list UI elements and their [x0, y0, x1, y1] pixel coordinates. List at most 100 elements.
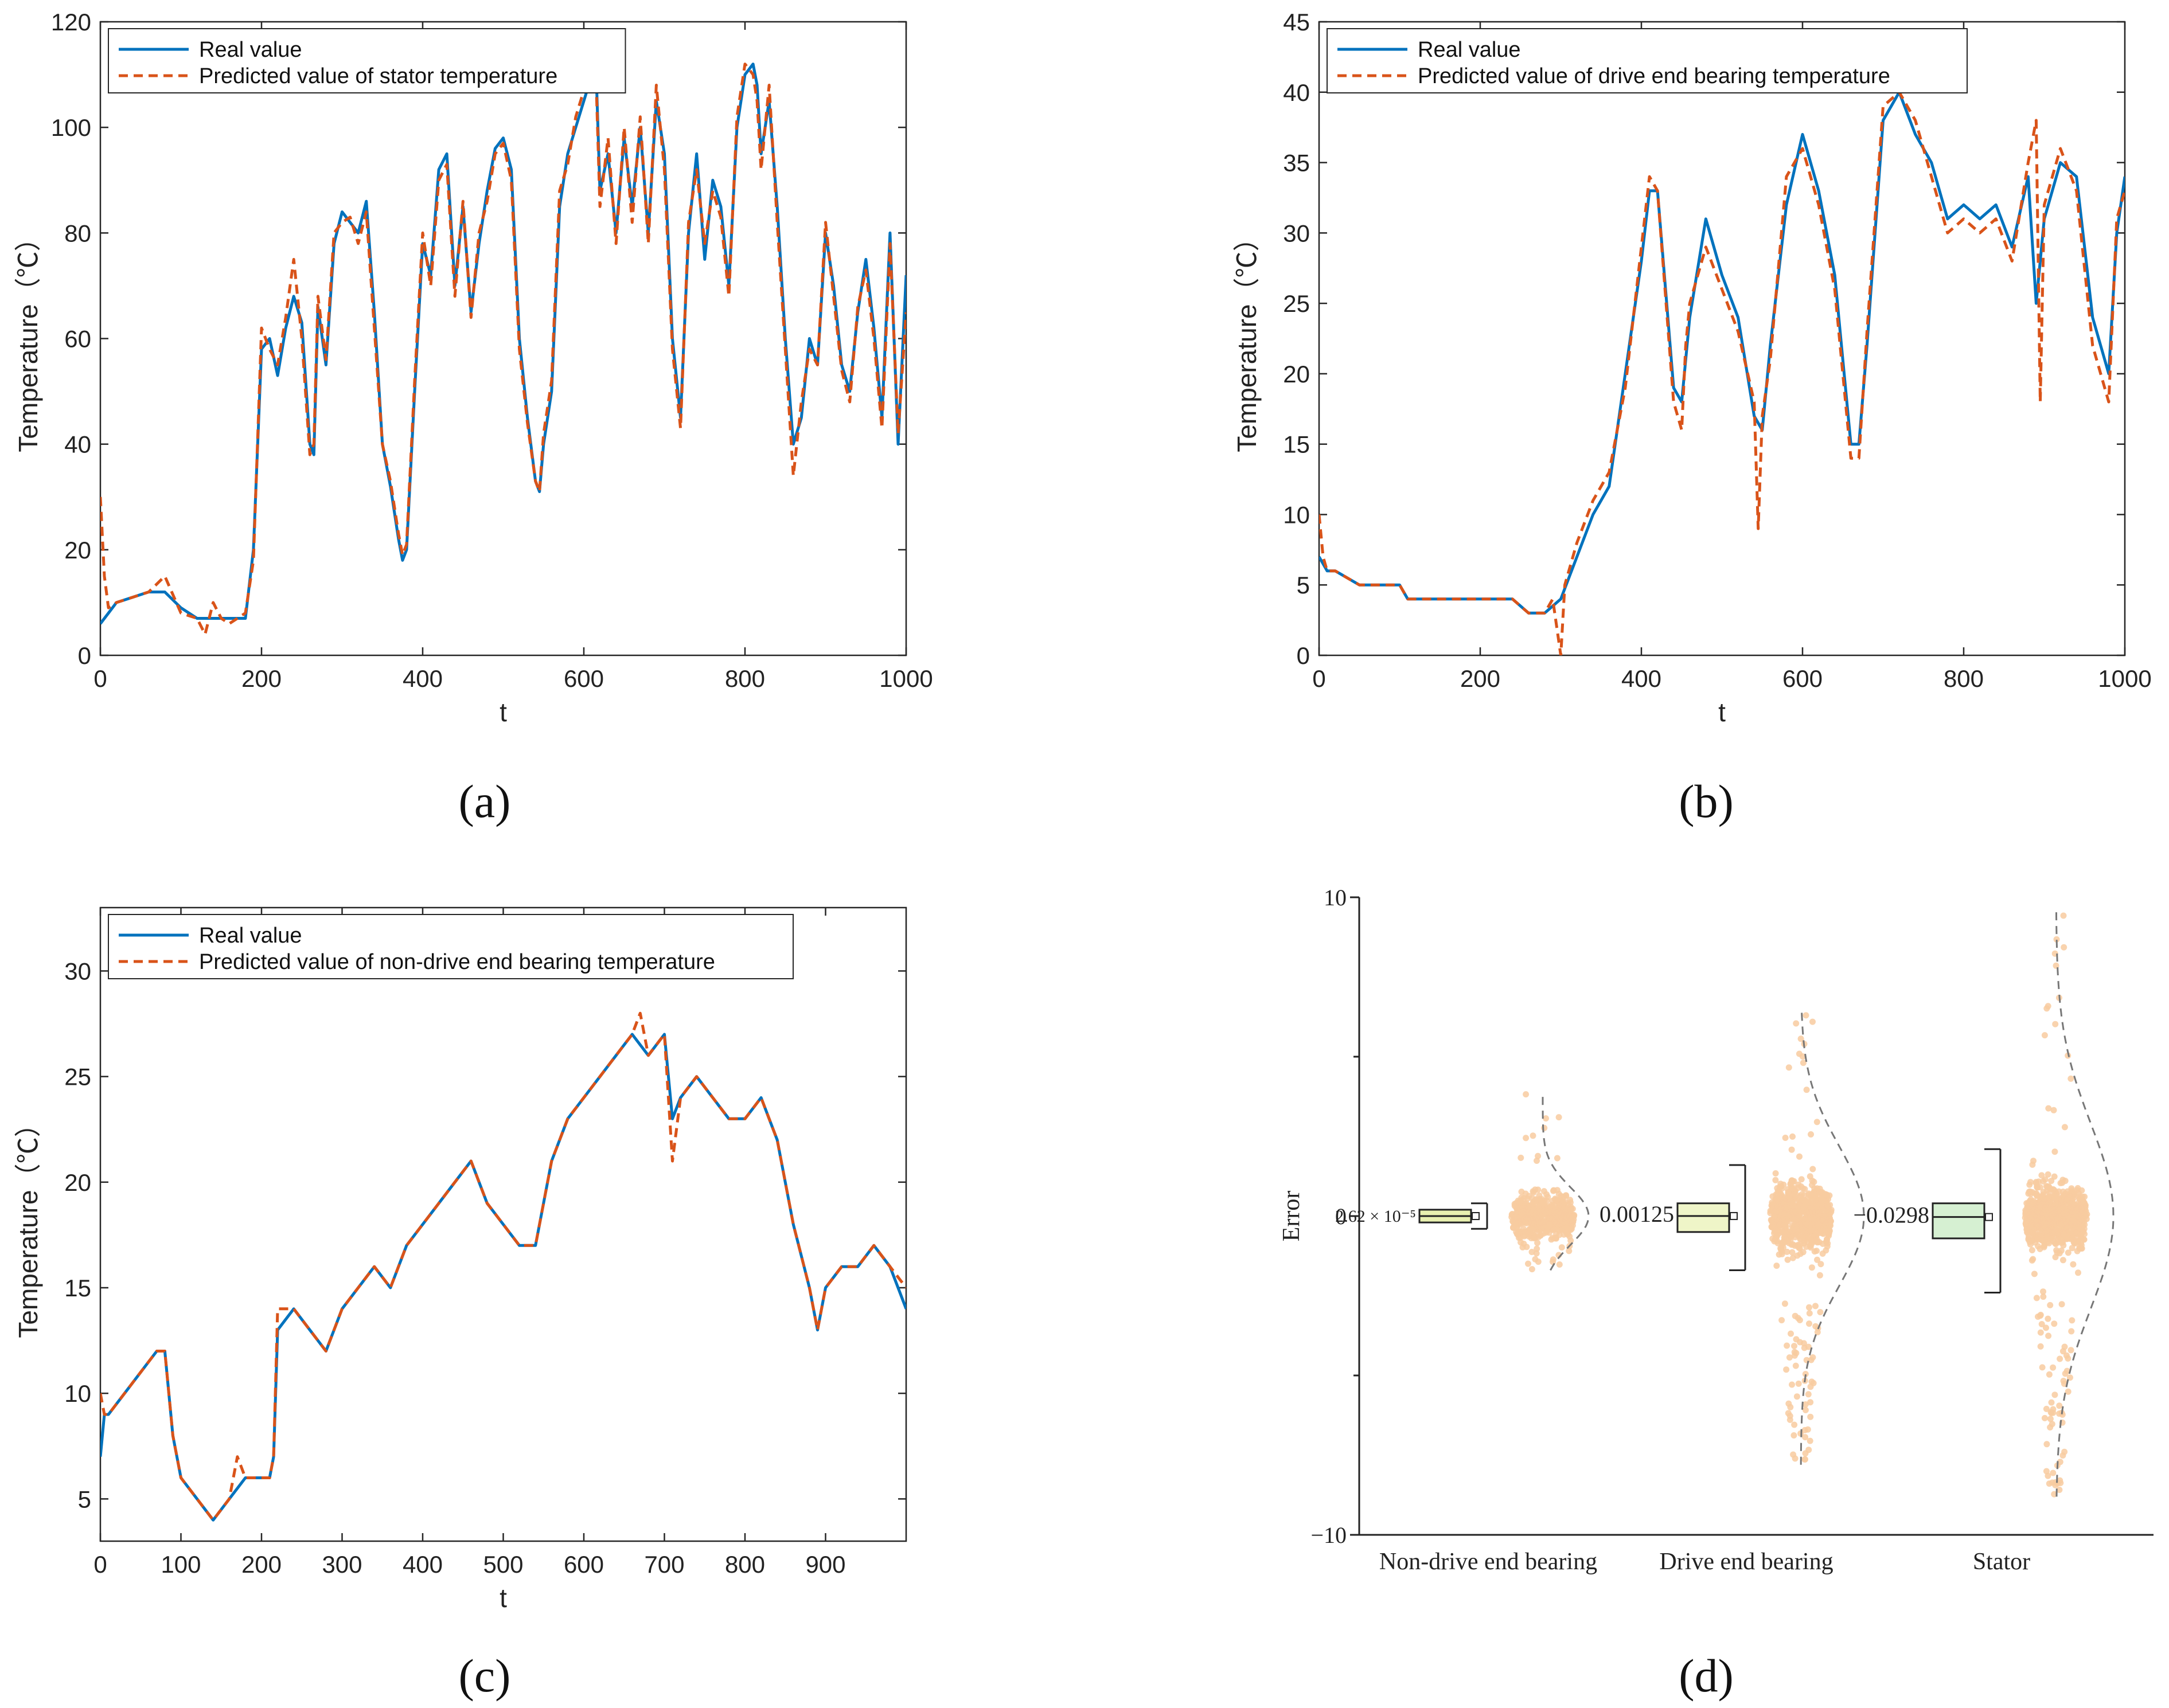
- error-point: [1809, 1018, 1816, 1025]
- error-point: [1554, 1155, 1561, 1162]
- y-tick-label: 20: [64, 1169, 91, 1196]
- error-point: [1520, 1225, 1527, 1232]
- error-point: [1807, 1413, 1814, 1420]
- error-point: [1818, 1197, 1825, 1203]
- error-point: [2050, 1107, 2057, 1113]
- error-point: [1781, 1233, 1788, 1240]
- error-point: [2062, 1370, 2069, 1377]
- error-point: [1784, 1248, 1790, 1255]
- x-tick-label: 1000: [2098, 665, 2151, 692]
- error-point: [2068, 1187, 2075, 1194]
- plot-frame-b: [1318, 21, 2126, 656]
- error-point: [1807, 1383, 1814, 1390]
- error-point: [1554, 1218, 1561, 1225]
- legend-label: Predicted value of stator temperature: [199, 64, 557, 88]
- error-point: [1800, 1060, 1807, 1066]
- error-point: [1788, 1146, 1795, 1153]
- error-point: [2051, 1320, 2058, 1327]
- error-point: [2051, 1229, 2058, 1236]
- error-point: [2063, 1196, 2070, 1203]
- error-point: [2051, 1392, 2058, 1398]
- error-point: [2044, 1220, 2051, 1227]
- error-point: [1550, 1187, 1557, 1194]
- error-point: [1816, 1185, 1823, 1192]
- error-point: [1817, 1228, 1824, 1234]
- y-tick-label: 30: [1283, 220, 1310, 247]
- error-point: [1813, 1233, 1819, 1240]
- error-point: [2064, 1224, 2071, 1230]
- error-point: [1525, 1204, 1532, 1211]
- mean-marker: [1985, 1213, 1993, 1221]
- error-point: [1535, 1258, 1542, 1265]
- error-point: [2040, 1288, 2046, 1295]
- y-tick-label: 40: [1283, 79, 1310, 106]
- error-point: [1534, 1245, 1540, 1252]
- error-point: [1812, 1215, 1819, 1222]
- error-point: [1807, 1399, 1814, 1406]
- error-point: [2059, 1452, 2066, 1459]
- error-point: [2034, 1193, 2041, 1199]
- mean-marker: [1472, 1211, 1480, 1220]
- error-point: [2065, 1202, 2072, 1209]
- panel-b-label: (b): [1679, 775, 1734, 827]
- x-tick-label: 900: [805, 1551, 845, 1578]
- error-point: [2051, 1203, 2058, 1210]
- x-tick-label: 600: [564, 1551, 604, 1578]
- error-point: [1768, 1224, 1775, 1230]
- error-point: [1510, 1224, 1517, 1231]
- error-point: [1803, 1086, 1810, 1093]
- error-point: [1555, 1114, 1562, 1121]
- y-tick-label: 0: [1297, 642, 1310, 669]
- x-tick-label: 400: [403, 1551, 443, 1578]
- legend-box: [108, 914, 794, 979]
- error-point: [2027, 1179, 2034, 1186]
- error-point: [2057, 1355, 2063, 1362]
- panel-a-chart: 0 200 400 600 800 1000 0 20 40 60 80 100 120 t Tempera…: [13, 9, 933, 727]
- error-point: [2027, 1196, 2034, 1203]
- error-point: [1770, 1218, 1777, 1225]
- error-point: [2043, 1324, 2049, 1331]
- error-point: [2048, 1399, 2055, 1406]
- error-point: [1543, 1228, 1550, 1234]
- error-point: [2079, 1193, 2086, 1200]
- error-point: [2047, 1213, 2054, 1220]
- error-point: [2057, 1180, 2064, 1186]
- x-tick-label: 1000: [879, 665, 933, 692]
- error-point: [1536, 1192, 1543, 1199]
- x-category-label: Stator: [1973, 1549, 2030, 1575]
- error-point: [1781, 1300, 1788, 1307]
- error-point: [2052, 1021, 2059, 1027]
- error-point: [2058, 1236, 2065, 1242]
- error-point: [1544, 1194, 1551, 1201]
- density-curve: [2055, 910, 2115, 1497]
- error-point: [2046, 1371, 2053, 1378]
- error-point: [1780, 1244, 1786, 1251]
- error-point: [1793, 1223, 1800, 1230]
- error-point: [1792, 1362, 1799, 1369]
- legend-label: Predicted value of drive end bearing tem…: [1418, 64, 1890, 88]
- error-point: [1817, 1261, 1824, 1268]
- error-point: [1802, 1434, 1809, 1441]
- y-tick-label: 20: [64, 537, 91, 564]
- error-point: [1776, 1251, 1782, 1258]
- error-point: [1796, 1245, 1803, 1252]
- error-point: [2055, 1188, 2062, 1195]
- error-point: [1782, 1135, 1789, 1141]
- error-point: [2037, 1312, 2043, 1319]
- error-point: [2037, 1245, 2043, 1252]
- x-tick-label: 200: [1460, 665, 1500, 692]
- error-point: [1805, 1190, 1812, 1197]
- error-point: [1786, 1354, 1793, 1361]
- error-point: [1772, 1177, 1779, 1183]
- error-point: [1822, 1191, 1829, 1198]
- error-point: [1800, 1185, 1806, 1192]
- error-point: [2070, 1261, 2077, 1268]
- y-tick-label: 0: [78, 642, 91, 669]
- error-point: [2045, 1003, 2051, 1010]
- error-point: [1528, 1266, 1535, 1273]
- error-point: [2030, 1237, 2036, 1244]
- error-point: [1813, 1119, 1820, 1125]
- error-point: [2075, 1269, 2081, 1276]
- error-point: [1790, 1432, 1797, 1439]
- error-point: [1514, 1231, 1521, 1238]
